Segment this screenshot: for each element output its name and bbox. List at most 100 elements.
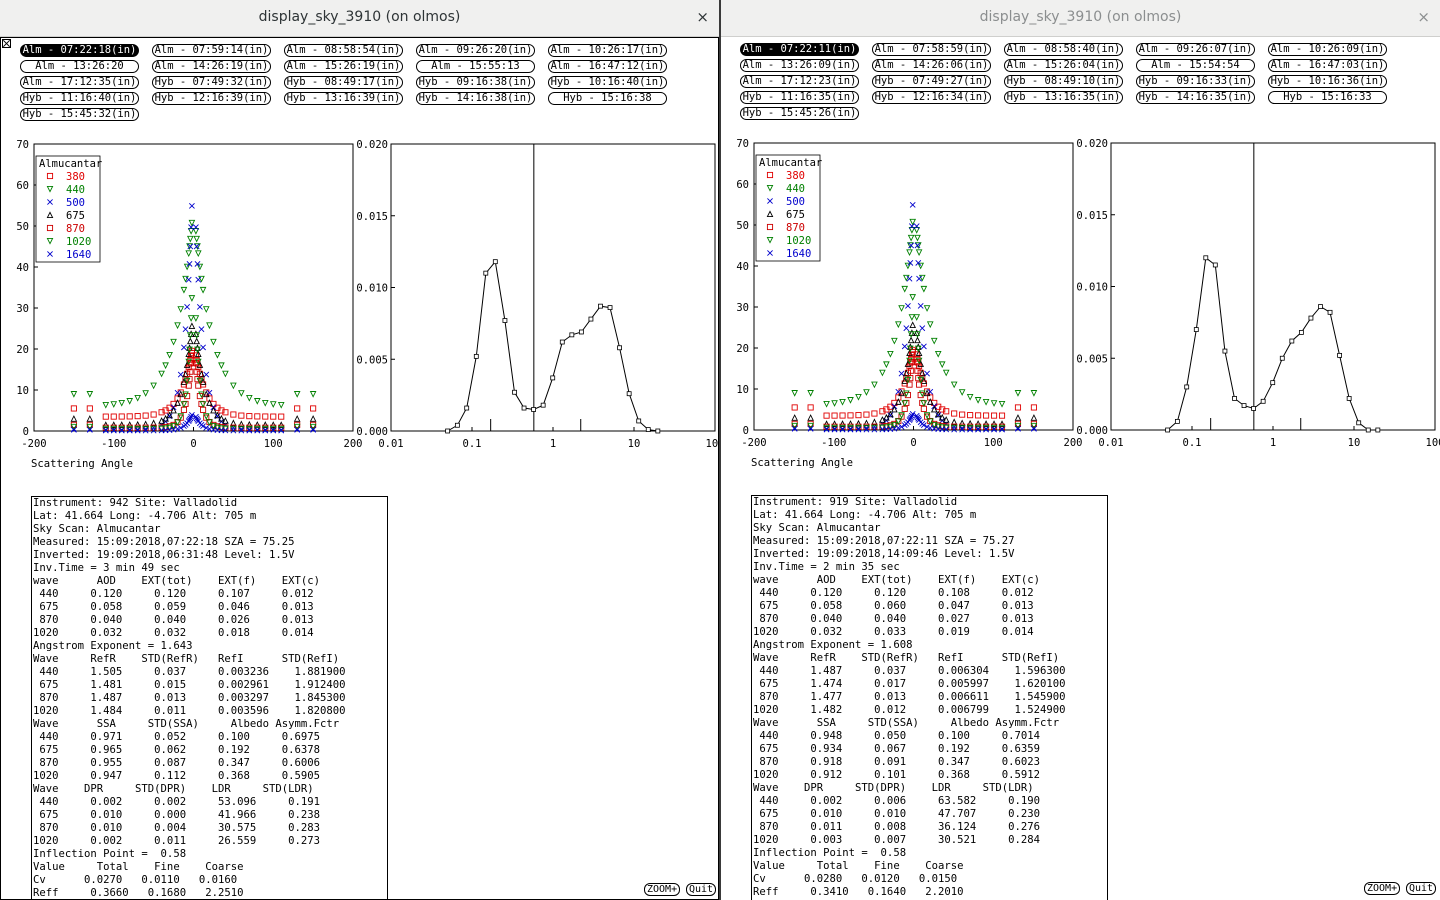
data-point-675 — [914, 343, 922, 350]
measurement-button[interactable]: Hyb - 14:16:38(in) — [416, 92, 535, 105]
data-point-1640 — [188, 412, 195, 418]
data-point-675 — [887, 410, 894, 418]
legend-box — [35, 155, 101, 263]
measurement-button[interactable]: Alm - 17:12:35(in) — [20, 76, 139, 89]
zoom-button[interactable]: ZOOM+ — [1364, 882, 1401, 895]
measurement-button[interactable]: Alm - 15:26:19(in) — [284, 60, 403, 73]
measurement-button[interactable]: Alm - 16:47:03(in) — [1268, 59, 1387, 72]
data-point-1020 — [177, 413, 185, 420]
legend-marker — [766, 171, 774, 179]
size-frame — [1110, 142, 1436, 431]
data-point-380 — [246, 413, 253, 420]
measurement-button[interactable]: Hyb - 12:16:34(in) — [872, 91, 991, 104]
corner-x-icon[interactable] — [2, 39, 11, 48]
size-point — [1375, 427, 1381, 433]
size-point — [1184, 384, 1190, 390]
data-point-380 — [86, 405, 93, 412]
measurement-button[interactable]: Alm - 16:47:12(in) — [548, 60, 667, 73]
data-point-1640 — [1031, 425, 1037, 432]
measurement-button[interactable]: Hyb - 09:16:33(in) — [1136, 75, 1255, 88]
measurement-button[interactable]: Alm - 17:12:23(in) — [740, 75, 859, 88]
size-point — [464, 405, 470, 411]
measurement-button[interactable]: Hyb - 15:45:26(in) — [740, 107, 859, 120]
measurement-button[interactable]: Alm - 13:26:20 — [20, 60, 139, 73]
data-point-440 — [245, 395, 253, 402]
measurement-button[interactable]: Hyb - 15:45:32(in) — [20, 108, 139, 121]
data-point-440 — [938, 361, 946, 369]
data-point-675 — [902, 369, 910, 377]
measurement-button[interactable]: Alm - 10:26:17(in) — [548, 44, 667, 57]
measurement-button[interactable]: Hyb - 13:16:35(in) — [1004, 91, 1123, 104]
data-point-440 — [942, 369, 950, 377]
zoom-button[interactable]: ZOOM+ — [644, 883, 681, 896]
data-point-500 — [913, 223, 920, 230]
measurement-button[interactable]: Alm - 07:22:18(in) — [20, 44, 139, 57]
data-point-1640 — [126, 427, 133, 434]
measurement-button[interactable]: Hyb - 13:16:39(in) — [284, 92, 403, 105]
measurement-button[interactable]: Alm - 08:58:54(in) — [284, 44, 403, 57]
data-point-500 — [907, 259, 914, 266]
data-point-440 — [182, 275, 189, 283]
data-point-380 — [118, 413, 125, 420]
data-point-870 — [180, 406, 187, 413]
measurement-button[interactable]: Hyb - 07:49:32(in) — [152, 76, 271, 89]
size-point — [617, 345, 623, 351]
measurement-button[interactable]: Hyb - 15:16:33 — [1268, 91, 1387, 104]
measurement-button[interactable]: Alm - 10:26:09(in) — [1268, 43, 1387, 56]
data-point-1020 — [891, 422, 898, 429]
measurement-button[interactable]: Hyb - 14:16:35(in) — [1136, 91, 1255, 104]
data-point-440 — [930, 337, 938, 345]
data-point-675 — [807, 414, 814, 421]
measurement-button[interactable]: Hyb - 12:16:39(in) — [152, 92, 271, 105]
y-tick-label: 0.000 — [1076, 425, 1108, 437]
legend-marker — [46, 172, 54, 180]
size-point — [559, 339, 565, 345]
measurement-button[interactable]: Alm - 07:22:11(in) — [740, 43, 859, 56]
measurement-button[interactable]: Alm - 09:26:07(in) — [1136, 43, 1255, 56]
data-point-440 — [950, 381, 958, 389]
data-point-440 — [883, 361, 890, 369]
measurement-button[interactable]: Alm - 15:55:13 — [416, 60, 535, 73]
close-icon[interactable]: × — [1417, 8, 1430, 26]
data-point-870 — [908, 367, 915, 374]
measurement-button[interactable]: Alm - 14:26:06(in) — [872, 59, 991, 72]
measurement-button[interactable]: Hyb - 08:49:17(in) — [284, 76, 403, 89]
size-point — [645, 427, 651, 432]
data-point-440 — [177, 306, 185, 313]
x-tick-label: 1 — [1270, 437, 1276, 449]
measurement-button[interactable]: Hyb - 07:49:27(in) — [872, 75, 991, 88]
measurement-button[interactable]: Hyb - 10:16:40(in) — [548, 76, 667, 89]
close-icon[interactable]: × — [696, 8, 709, 26]
quit-button[interactable]: Quit — [1406, 882, 1437, 895]
size-point — [1327, 309, 1333, 315]
data-point-380 — [270, 413, 277, 420]
measurement-button[interactable]: Alm - 15:54:54 — [1136, 59, 1255, 72]
data-point-1640 — [294, 426, 301, 433]
size-point — [1346, 396, 1352, 401]
size-point — [1241, 403, 1247, 409]
data-point-675 — [177, 390, 185, 398]
data-point-440 — [210, 338, 217, 346]
data-point-1020 — [918, 390, 926, 398]
legend-label: 500 — [786, 196, 805, 208]
quit-button[interactable]: Quit — [686, 883, 717, 896]
measurement-button[interactable]: Alm - 07:58:59(in) — [872, 43, 991, 56]
measurement-button[interactable]: Hyb - 15:16:38 — [548, 92, 667, 105]
measurement-button[interactable]: Alm - 15:26:04(in) — [1004, 59, 1123, 72]
data-point-675 — [938, 413, 946, 421]
measurement-button[interactable]: Hyb - 11:16:35(in) — [740, 91, 859, 104]
measurement-button[interactable]: Alm - 08:58:40(in) — [1004, 43, 1123, 56]
measurement-button[interactable]: Alm - 07:59:14(in) — [152, 44, 271, 57]
measurement-button[interactable]: Alm - 09:26:20(in) — [416, 44, 535, 57]
data-point-675 — [915, 349, 923, 357]
measurement-button[interactable]: Hyb - 11:16:40(in) — [20, 92, 139, 105]
data-point-440 — [998, 400, 1006, 408]
measurement-button[interactable]: Hyb - 09:16:38(in) — [416, 76, 535, 89]
y-tick-label: 10 — [736, 384, 749, 396]
measurement-button[interactable]: Alm - 14:26:19(in) — [152, 60, 271, 73]
measurement-button[interactable]: Hyb - 10:16:36(in) — [1268, 75, 1387, 88]
data-point-1020 — [926, 418, 934, 426]
measurement-button[interactable]: Hyb - 08:49:10(in) — [1004, 75, 1123, 88]
y-tick-label: 0 — [743, 425, 749, 437]
measurement-button[interactable]: Alm - 13:26:09(in) — [740, 59, 859, 72]
